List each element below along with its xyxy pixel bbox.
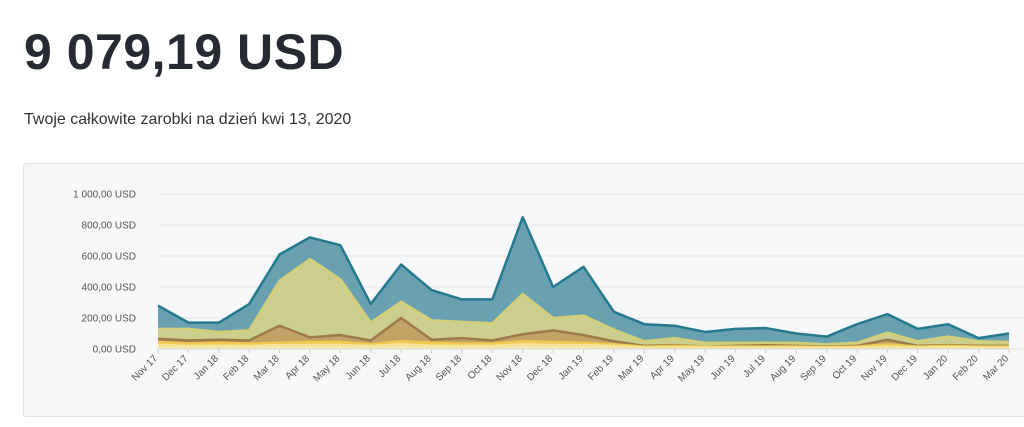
x-tick-label: Dec 18 bbox=[525, 353, 555, 383]
series-line-3 bbox=[157, 316, 1009, 348]
x-tick-label: Jun 19 bbox=[709, 353, 738, 382]
x-tick-label: May 18 bbox=[312, 353, 343, 384]
x-tick-label: Jan 18 bbox=[192, 353, 221, 382]
x-tick-label: Oct 18 bbox=[466, 353, 495, 382]
x-tick-label: Jul 19 bbox=[741, 353, 768, 380]
y-tick-label: 0,00 USD bbox=[93, 345, 136, 356]
series-line-5 bbox=[157, 343, 1009, 350]
series-area-2 bbox=[158, 259, 1009, 349]
y-tick-label: 200,00 USD bbox=[82, 314, 136, 325]
x-tick-label: Mar 20 bbox=[981, 353, 1011, 383]
x-tick-label: Jan 19 bbox=[557, 353, 586, 382]
x-tick-label: Dec 17 bbox=[160, 353, 190, 383]
series-line-2 bbox=[158, 257, 1010, 346]
x-tick-label: Nov 19 bbox=[859, 353, 889, 383]
x-tick-label: Dec 19 bbox=[890, 353, 920, 383]
x-tick-label: Sep 18 bbox=[434, 353, 464, 383]
chart-panel: 0,00 USD 200,00 USD 400,00 USD 600,00 USD 80… bbox=[23, 163, 1024, 417]
x-tick-label: Apr 18 bbox=[283, 353, 312, 382]
x-tick-label: Sep 19 bbox=[799, 353, 829, 383]
x-tick-label: Nov 18 bbox=[495, 353, 525, 383]
x-tick-label: Jun 18 bbox=[344, 353, 373, 382]
earnings-subtitle: Twoje całkowite zarobki na dzień kwi 13,… bbox=[24, 111, 352, 128]
x-tick-label: Aug 18 bbox=[403, 353, 433, 383]
x-tick-label: Aug 19 bbox=[768, 353, 798, 383]
x-tick-label: Apr 19 bbox=[648, 353, 677, 382]
x-tick-label: Feb 18 bbox=[222, 353, 252, 383]
total-earnings: 9 079,19 USD bbox=[24, 24, 345, 80]
x-tick-label: Jan 20 bbox=[921, 353, 950, 382]
x-tick-label: Feb 19 bbox=[586, 353, 616, 383]
y-tick-label: 1 000,00 USD bbox=[73, 190, 136, 201]
x-tick-label: Oct 19 bbox=[831, 353, 860, 382]
x-tick-label: Feb 20 bbox=[951, 353, 981, 383]
series-line-1 bbox=[157, 216, 1010, 340]
x-tick-label: Mar 19 bbox=[617, 353, 647, 383]
y-tick-label: 800,00 USD bbox=[82, 221, 136, 232]
y-tick-label: 400,00 USD bbox=[82, 283, 136, 294]
x-tick-label: Nov 17 bbox=[130, 353, 160, 383]
series-area-1 bbox=[158, 217, 1009, 349]
x-tick-label: May 19 bbox=[676, 353, 707, 384]
series-line-4 bbox=[157, 340, 1009, 349]
x-tick-label: Mar 18 bbox=[252, 353, 282, 383]
y-tick-label: 600,00 USD bbox=[82, 252, 136, 263]
earnings-area-chart: 0,00 USD 200,00 USD 400,00 USD 600,00 USD 80… bbox=[73, 190, 1024, 384]
x-tick-label: Jul 18 bbox=[377, 353, 404, 380]
